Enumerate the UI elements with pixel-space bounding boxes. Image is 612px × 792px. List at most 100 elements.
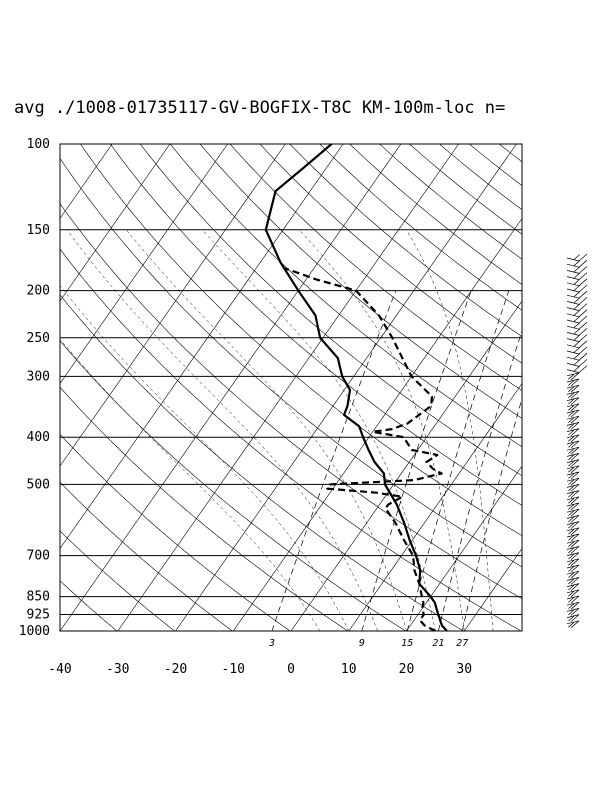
wind-barb [566, 278, 588, 287]
wind-barb [566, 465, 580, 474]
wind-barb [566, 539, 580, 548]
temperature-tick-label: 10 [341, 662, 357, 677]
wind-barb [566, 334, 588, 342]
wind-barb [566, 552, 580, 560]
wind-barb [566, 415, 580, 424]
dry-adiabat-line [140, 144, 522, 477]
pressure-tick-label: 400 [27, 430, 50, 445]
wind-barb [566, 284, 588, 293]
isotherm-line [233, 217, 522, 631]
wind-barb [566, 365, 588, 373]
isotherm-line [175, 144, 517, 631]
wind-barb [566, 589, 580, 598]
temperature-tick-label: 30 [456, 662, 472, 677]
dry-adiabat-line [80, 144, 522, 537]
moist-adiabat-line [202, 229, 436, 631]
moist-adiabat-line [299, 229, 465, 631]
wind-barb [566, 570, 580, 579]
wind-barb [566, 521, 580, 529]
mixing-ratio-line [406, 290, 510, 631]
dry-adiabat-line [60, 248, 522, 631]
wind-barb [566, 266, 588, 274]
temperature-tick-label: -40 [48, 662, 71, 677]
wind-barb [566, 515, 580, 523]
wind-barb [566, 440, 580, 449]
dry-adiabat-line [60, 203, 522, 600]
mixing-ratio-label: 21 [432, 638, 444, 649]
isotherm-line [60, 144, 344, 550]
moist-adiabat-line [60, 285, 350, 631]
pressure-tick-label: 100 [27, 137, 50, 152]
pressure-tick-label: 250 [27, 331, 50, 346]
dry-adiabat-line [60, 433, 291, 631]
wind-barb [566, 564, 580, 573]
dry-adiabat-line [60, 386, 349, 631]
dry-adiabat-line [199, 144, 522, 419]
wind-barb [566, 403, 580, 412]
dry-adiabat-line [409, 144, 522, 235]
dry-adiabat-line [589, 144, 612, 631]
wind-barb [566, 601, 580, 610]
moist-adiabat-line [60, 338, 321, 631]
wind-barb [566, 272, 588, 280]
wind-barb [566, 422, 580, 430]
dry-adiabat-line [259, 144, 522, 364]
isotherm-line [117, 144, 459, 631]
mixing-ratio-line [437, 329, 522, 631]
wind-barb [566, 453, 580, 461]
isotherm-line [521, 630, 522, 631]
temperature-tick-label: -30 [106, 662, 129, 677]
dry-adiabat-line [60, 157, 522, 568]
isotherm-line [464, 547, 522, 631]
dry-adiabat-line [229, 144, 522, 391]
pressure-tick-label: 1000 [19, 624, 50, 639]
wind-barb [566, 434, 580, 443]
pressure-tick-label: 925 [27, 608, 50, 623]
wind-barb [566, 577, 580, 585]
wind-barb [566, 490, 580, 498]
isotherm-line [348, 382, 522, 631]
wind-barb [566, 533, 580, 542]
wind-barb [566, 391, 580, 399]
wind-barb [566, 359, 588, 367]
moist-adiabat-line [66, 229, 378, 631]
mixing-ratio-line [271, 290, 397, 631]
wind-barb [566, 290, 588, 299]
chart-title: avg ./1008-01735117-GV-BOGFIX-T8C KM-100… [14, 98, 506, 118]
wind-barb [566, 328, 588, 336]
wind-barb [566, 614, 580, 622]
wind-barb [566, 372, 580, 381]
dry-adiabat-line [469, 144, 522, 186]
temperature-tick-label: -10 [222, 662, 245, 677]
wind-barb [566, 477, 580, 486]
isotherm-line [60, 144, 228, 385]
wind-barb [566, 471, 580, 480]
mixing-ratio-label: 15 [401, 638, 413, 649]
dry-adiabat-line [559, 144, 612, 631]
wind-barb [566, 446, 580, 455]
wind-barb [566, 558, 580, 567]
wind-barb [566, 315, 588, 324]
mixing-ratio-line [361, 290, 472, 631]
isotherm-line [60, 144, 286, 467]
pressure-tick-label: 700 [27, 549, 50, 564]
wind-barb [566, 502, 580, 511]
temperature-profile-line [264, 144, 448, 631]
wind-barb [566, 384, 580, 393]
wind-barb [566, 397, 580, 405]
wind-barb [566, 378, 580, 387]
isotherm-line [60, 144, 113, 220]
pressure-tick-label: 200 [27, 284, 50, 299]
isotherm-line [290, 300, 522, 631]
mixing-ratio-line [461, 397, 522, 631]
wind-barb [566, 484, 580, 492]
wind-barb [566, 297, 588, 305]
wind-barb [566, 508, 580, 517]
wind-barb [566, 346, 588, 355]
dry-adiabat-line [110, 144, 522, 506]
dry-adiabat-line [60, 340, 406, 631]
dry-adiabat-line [60, 530, 175, 631]
dry-adiabat-line [379, 144, 522, 260]
dry-adiabat-line [60, 481, 233, 631]
